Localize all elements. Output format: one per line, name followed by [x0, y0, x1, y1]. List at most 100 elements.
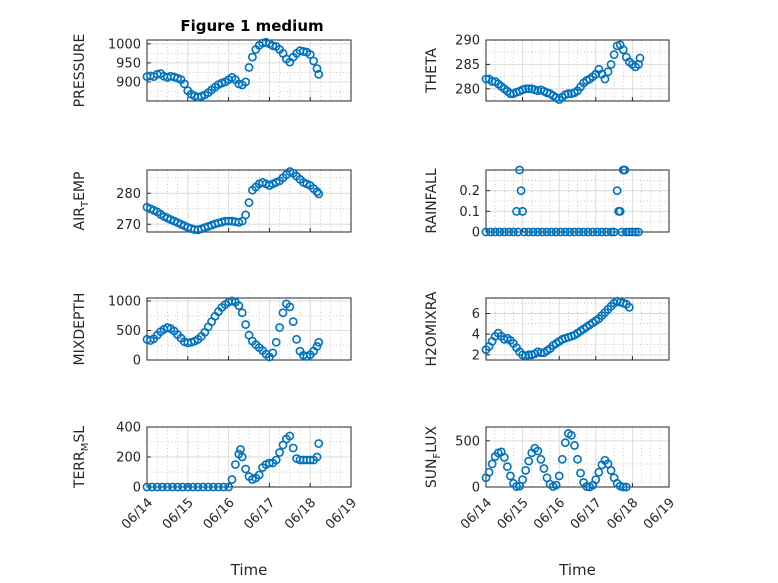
- data-point: [495, 227, 505, 237]
- data-point: [188, 482, 198, 492]
- y-tick-label: 0.2: [459, 184, 480, 199]
- y-tick-label: 270: [116, 218, 141, 233]
- y-axis-label: MIXDEPTH: [72, 293, 88, 366]
- y-tick-label: 2: [472, 348, 480, 363]
- data-point: [524, 456, 534, 466]
- data-point: [624, 302, 634, 312]
- x-axis-label: Time: [230, 561, 268, 579]
- axes-border: [485, 426, 670, 488]
- data-point: [556, 227, 566, 237]
- data-point: [312, 452, 322, 462]
- data-point: [597, 227, 607, 237]
- data-point: [542, 227, 552, 237]
- data-point: [312, 64, 322, 73]
- data-point: [230, 460, 240, 469]
- data-point: [634, 227, 643, 237]
- data-point: [606, 227, 616, 237]
- data-point: [570, 441, 579, 450]
- data-point: [142, 482, 152, 492]
- data-point: [594, 467, 604, 477]
- data-point: [208, 482, 218, 492]
- data-point: [314, 337, 324, 347]
- data-point: [538, 227, 547, 237]
- data-point: [551, 227, 561, 237]
- x-tick-label: 06/17: [241, 495, 278, 532]
- data-point: [609, 50, 619, 60]
- data-point: [278, 308, 288, 318]
- y-tick-label: 950: [116, 56, 141, 71]
- y-tick-label: 0.1: [459, 205, 480, 220]
- data-point: [168, 482, 177, 492]
- data-point: [288, 443, 298, 453]
- data-point: [570, 227, 579, 237]
- data-point: [241, 210, 250, 220]
- data-point: [198, 482, 208, 492]
- data-point: [178, 482, 188, 492]
- axes-border: [146, 169, 352, 233]
- x-tick-label: 06/14: [458, 495, 495, 532]
- data-point: [618, 482, 628, 492]
- data-point: [275, 323, 284, 332]
- data-point: [606, 465, 616, 475]
- y-tick-label: 200: [116, 451, 141, 466]
- y-tick-label: 0: [133, 481, 141, 496]
- y-axis-label: RAINFALL: [424, 168, 440, 233]
- data-point: [502, 462, 512, 472]
- data-point: [606, 60, 616, 69]
- x-tick-label: 06/18: [282, 495, 319, 532]
- data-point: [592, 227, 602, 237]
- data-point: [560, 227, 570, 237]
- data-point: [621, 227, 631, 237]
- data-point: [516, 186, 526, 196]
- subplot-theta: 280 285 290 THETA: [424, 34, 670, 104]
- x-tick-label: 06/17: [568, 495, 605, 532]
- subplot-air-temp: 270 280 AIRTEMP: [72, 167, 352, 235]
- axes-border: [146, 39, 352, 102]
- data-point: [227, 475, 237, 484]
- data-point: [612, 186, 622, 196]
- data-point: [579, 227, 588, 237]
- subplot-mixdepth: 0 500 1000 MIXDEPTH: [72, 293, 352, 369]
- y-axis-label: H2OMIXRA: [424, 291, 440, 366]
- subplot-h2omixra: 2 4 6 H2OMIXRA: [424, 291, 670, 367]
- data-point: [499, 227, 509, 237]
- data-point: [314, 69, 324, 79]
- data-point: [588, 227, 598, 237]
- data-point: [563, 89, 573, 99]
- data-point: [521, 465, 531, 475]
- data-point: [241, 77, 250, 87]
- data-point: [621, 482, 631, 492]
- data-point: [285, 302, 295, 312]
- data-point: [271, 455, 281, 465]
- y-tick-label: 500: [455, 434, 480, 449]
- data-point: [512, 206, 521, 216]
- data-point: [241, 464, 250, 474]
- data-point: [481, 227, 491, 237]
- data-point: [499, 453, 509, 462]
- data-point: [521, 84, 531, 94]
- x-tick-label: 06/16: [531, 495, 568, 532]
- subplot-sun-flux: 0 500 06/14 06/15 06/16 06/17 06/18 06/19 Time SU…: [424, 425, 678, 579]
- subplot-terr-msl: 0 200 400 06/14 06/15 06/16 06/17 06/18 06/19 Tim…: [72, 421, 360, 580]
- data-point: [285, 431, 295, 441]
- data-point: [203, 482, 213, 492]
- data-point: [536, 454, 546, 464]
- data-point: [147, 482, 157, 492]
- data-point: [518, 206, 527, 216]
- data-point: [618, 45, 628, 55]
- data-point: [560, 438, 570, 448]
- data-point: [565, 227, 575, 237]
- data-point: [583, 227, 593, 237]
- axes-border: [485, 39, 670, 102]
- y-tick-label: 0: [133, 354, 141, 369]
- y-tick-label: 290: [455, 34, 480, 49]
- data-point: [219, 482, 228, 492]
- y-tick-label: 285: [455, 58, 480, 73]
- data-point: [268, 41, 278, 51]
- data-point: [484, 467, 494, 477]
- x-tick-label: 06/14: [119, 495, 156, 532]
- data-point: [268, 348, 278, 358]
- data-point: [505, 89, 515, 99]
- x-tick-label: 06/15: [495, 495, 532, 532]
- data-point: [533, 446, 543, 456]
